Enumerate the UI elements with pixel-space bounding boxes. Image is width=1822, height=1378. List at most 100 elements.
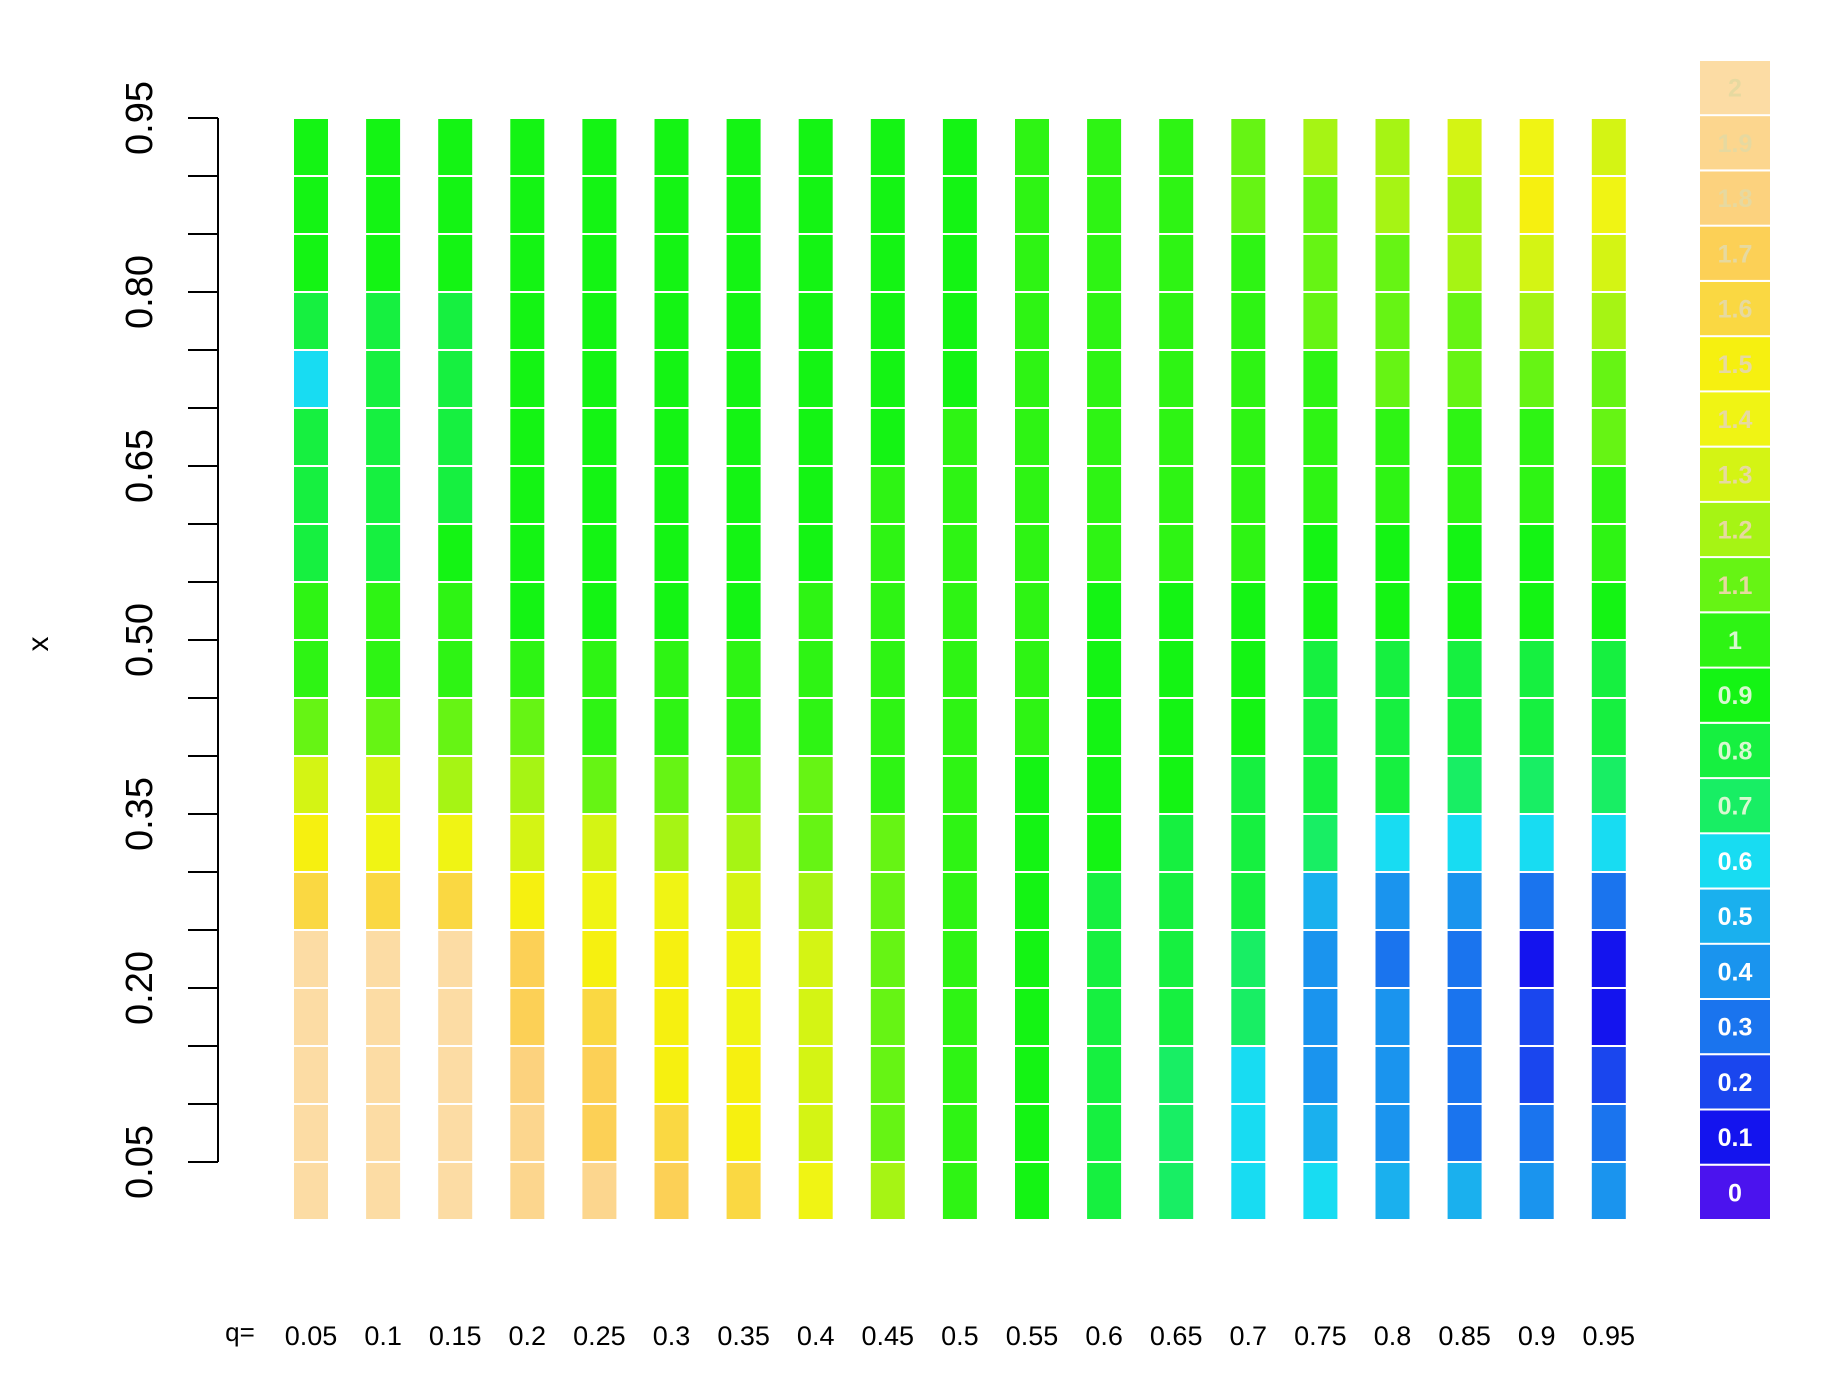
heatmap-cell [1375,699,1410,755]
legend-swatch [1700,613,1770,667]
heatmap-cell [1159,815,1194,871]
heatmap-cell [294,699,328,755]
heatmap-cell [1375,1163,1410,1219]
heatmap-cell [1231,815,1266,871]
heatmap-cell [1591,467,1626,523]
heatmap-cell [726,1105,761,1161]
legend-swatch [1700,502,1770,557]
heatmap-cell [942,119,977,175]
legend-swatch [1700,668,1770,722]
heatmap-cell [654,119,689,175]
x-tick-label: 0.6 [1085,1321,1123,1351]
heatmap-cell [366,815,401,871]
heatmap-cell [726,641,761,697]
heatmap-cell [1015,409,1049,465]
heatmap-cell [294,293,328,349]
legend-label: 0.1 [1718,1124,1753,1152]
heatmap-cell [1015,815,1049,871]
legend-label: 0.5 [1718,903,1753,931]
heatmap-cell [510,1047,545,1103]
heatmap-cell [510,351,545,407]
heatmap-cell [654,467,689,523]
heatmap-cell [726,815,761,871]
x-tick-label: 0.25 [573,1321,626,1351]
heatmap-cell [1447,177,1482,233]
heatmap-cell [510,1105,545,1161]
heatmap-cell [1303,583,1338,639]
legend-label: 1.1 [1718,572,1753,600]
heatmap-cell [654,293,689,349]
heatmap-cell [1375,525,1410,581]
heatmap-cell [1375,467,1410,523]
x-tick-label: 0.55 [1006,1321,1059,1351]
heatmap-cell [1015,757,1049,813]
heatmap-cell [1303,699,1338,755]
heatmap-cell [582,467,617,523]
heatmap-cell [870,1047,905,1103]
heatmap-cell [1447,815,1482,871]
heatmap-cell [1159,235,1194,291]
heatmap-cell [1087,1047,1122,1103]
heatmap-cell [1447,409,1482,465]
heatmap-cell [1447,525,1482,581]
heatmap-cell [1375,815,1410,871]
heatmap-cell [438,873,473,929]
heatmap-cell [870,177,905,233]
heatmap-cell [1447,873,1482,929]
heatmap-cell [870,873,905,929]
heatmap-cell [1375,119,1410,175]
heatmap-cell [726,467,761,523]
heatmap-cell [1519,989,1554,1045]
heatmap-cell [1591,293,1626,349]
heatmap-cell [1447,1047,1482,1103]
x-tick-label: 0.65 [1150,1321,1203,1351]
heatmap-cell [1303,235,1338,291]
heatmap-cell [1375,873,1410,929]
y-axis-label: x [22,637,55,652]
legend-swatch [1700,1055,1770,1109]
heatmap-cell [1087,931,1122,987]
legend-label: 0.6 [1718,848,1753,876]
heatmap-cell [798,525,833,581]
heatmap-cell [798,409,833,465]
y-tick-label: 0.95 [119,81,161,155]
heatmap-cell [798,351,833,407]
heatmap-cell [1231,119,1266,175]
legend-label: 0.2 [1718,1069,1753,1097]
heatmap-cell [294,119,328,175]
heatmap-cell [366,1105,401,1161]
heatmap-cell [1447,1105,1482,1161]
heatmap-cell [1231,989,1266,1045]
heatmap-cell [1303,641,1338,697]
heatmap-cell [1087,815,1122,871]
heatmap-cell [294,409,328,465]
legend-label: 1.5 [1718,351,1753,379]
heatmap-cell [1015,235,1049,291]
heatmap-cell [726,873,761,929]
heatmap-cell [294,873,328,929]
legend-swatch [1700,171,1770,225]
heatmap-cell [510,641,545,697]
heatmap-cell [726,409,761,465]
heatmap-cell [1447,989,1482,1045]
heatmap-cell [438,293,473,349]
heatmap-cell [294,177,328,233]
heatmap-cell [870,351,905,407]
heatmap-cell [942,293,977,349]
heatmap-cell [1087,351,1122,407]
heatmap-cell [1015,467,1049,523]
heatmap-cell [366,235,401,291]
heatmap-cell [654,989,689,1045]
heatmap-cell [798,467,833,523]
heatmap-cell [1591,409,1626,465]
heatmap-cell [510,989,545,1045]
heatmap-cell [942,235,977,291]
heatmap-cell [1231,177,1266,233]
heatmap-cell [366,931,401,987]
heatmap-cell [1159,351,1194,407]
heatmap-cell [438,525,473,581]
heatmap-cell [582,1105,617,1161]
heatmap-cell [1447,1163,1482,1219]
legend-label: 0.4 [1718,958,1753,986]
